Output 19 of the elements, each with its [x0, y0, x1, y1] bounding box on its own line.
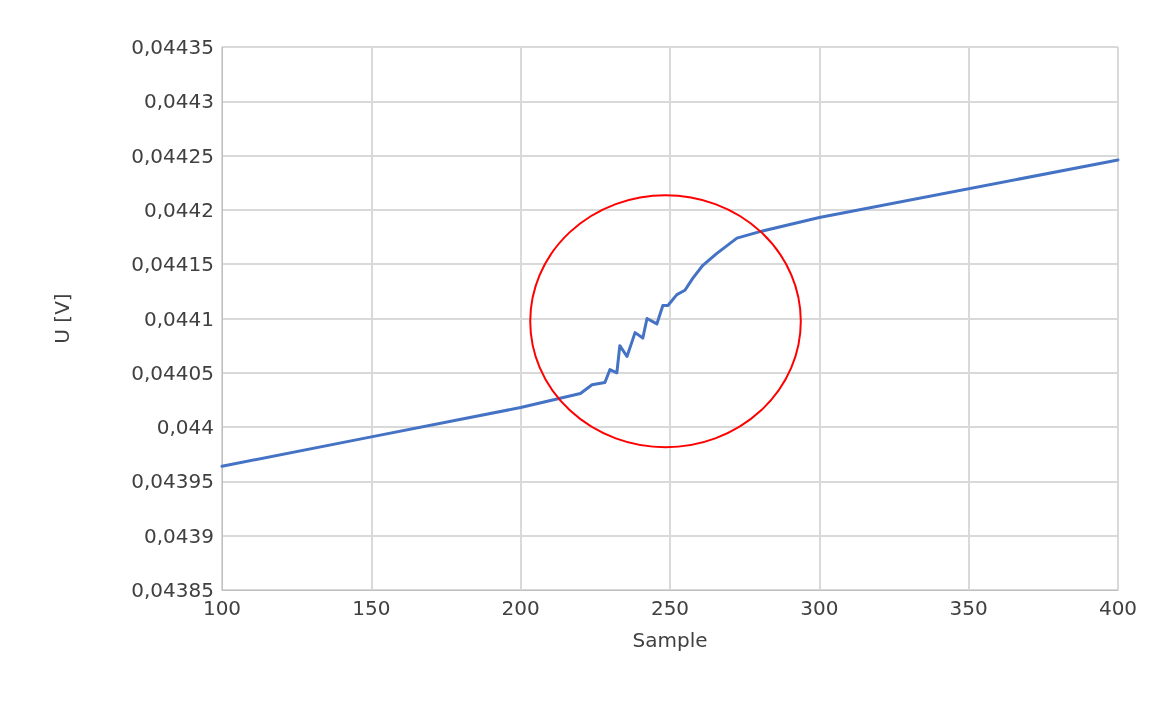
y-tick-label: 0,0443	[144, 89, 214, 114]
y-tick-label: 0,044	[156, 415, 214, 440]
x-tick-label: 250	[650, 596, 690, 620]
y-tick-label: 0,04415	[131, 252, 214, 277]
y-tick-label: 0,0442	[144, 197, 214, 222]
y-tick-label: 0,04425	[131, 143, 214, 168]
x-tick-label: 350	[949, 596, 988, 620]
y-tick-label: 0,0439	[144, 523, 214, 548]
x-tick-label: 400	[1098, 596, 1138, 620]
y-axis-title: U [V]	[50, 293, 74, 344]
y-tick-label: 0,04395	[131, 469, 214, 494]
x-tick-label: 300	[800, 596, 839, 620]
x-tick-label: 200	[501, 596, 540, 620]
x-tick-label: 150	[352, 596, 391, 620]
line-series	[220, 158, 1120, 468]
y-tick-label: 0,04435	[131, 35, 214, 59]
y-tick-label: 0,04405	[131, 360, 214, 385]
x-axis-title: Sample	[632, 628, 708, 652]
y-tick-label: 0,0441	[144, 306, 214, 331]
